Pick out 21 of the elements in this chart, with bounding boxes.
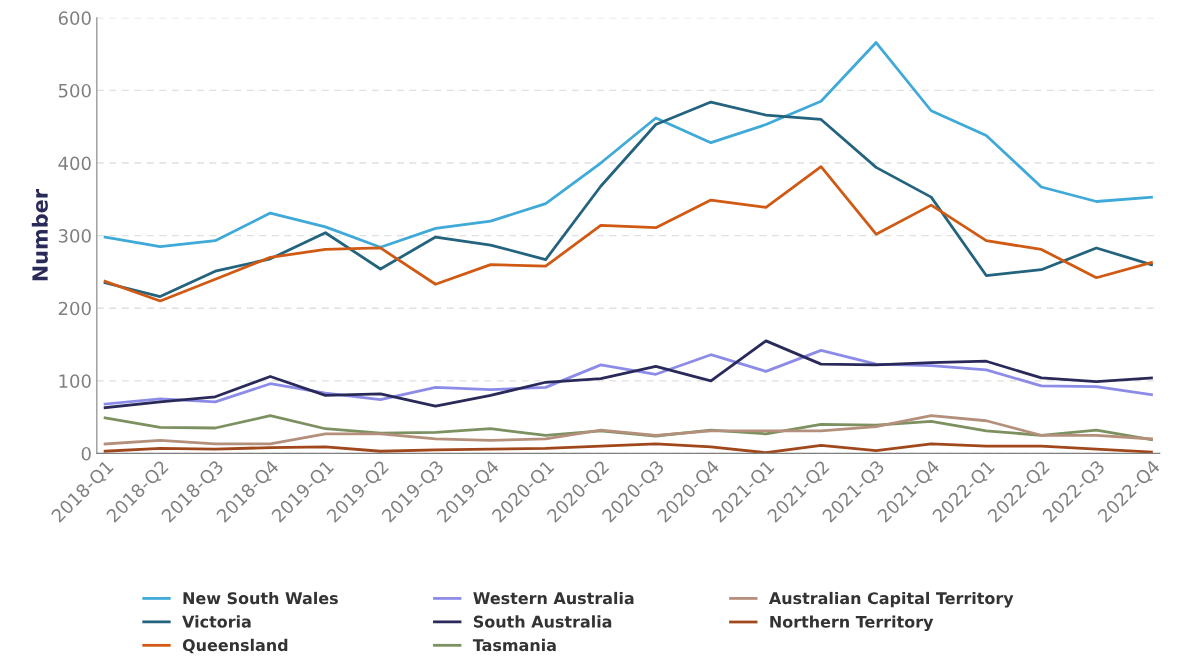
legend-label: Tasmania [472,638,556,652]
legend-label: Victoria [182,615,251,628]
line-series [103,100,1153,298]
y-tick-label: 300 [58,229,91,243]
legend-label: South Australia [473,615,612,628]
line-series [103,442,1153,454]
line-series [103,339,1153,410]
legend-label: Australian Capital Territory [768,591,1014,608]
y-tick-label: 600 [58,11,91,25]
legend-label: Queensland [182,638,288,654]
y-tick-label: 200 [58,301,91,316]
line-series [103,41,1153,249]
legend-label: Northern Territory [770,615,934,632]
y-tick-label: 400 [58,156,91,171]
y-tick-label: 500 [58,83,91,98]
y-axis-title: Number [31,189,48,281]
line-series [103,165,1153,303]
y-tick-label: 100 [59,374,91,388]
legend-label: New South Wales [183,591,338,605]
legend-label: Western Australia [473,591,634,605]
y-tick-label: 0 [81,446,91,461]
